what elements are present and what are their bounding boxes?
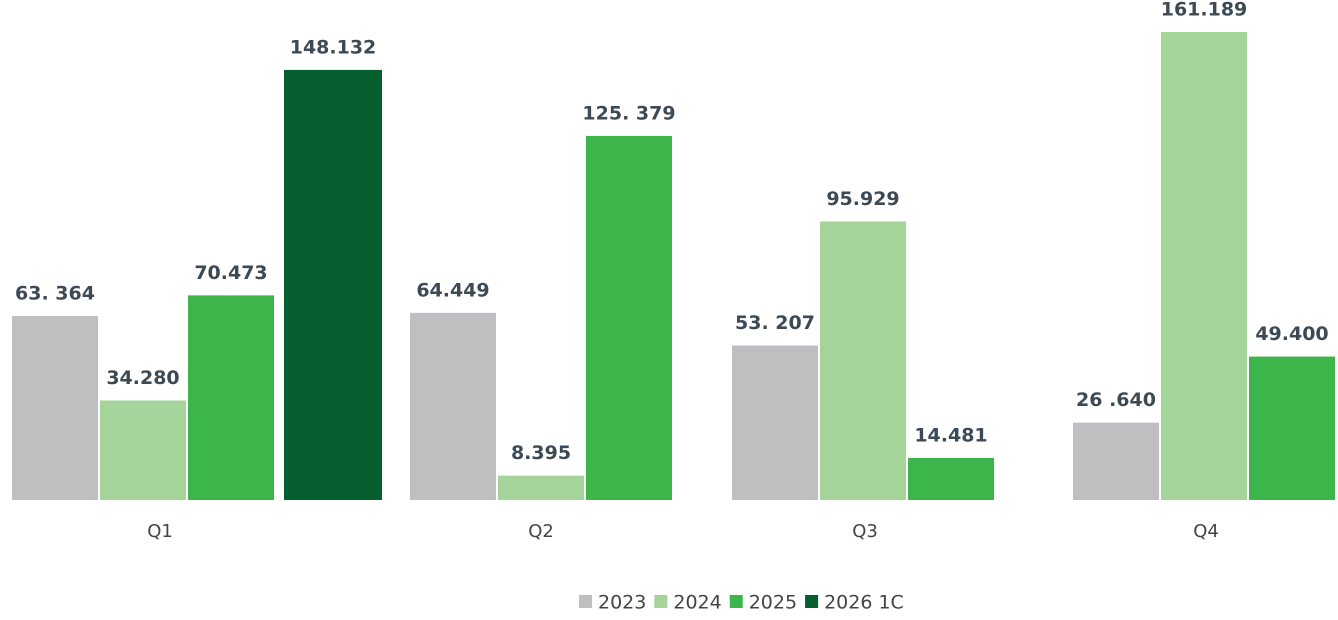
bar [284,69,382,500]
bar [12,316,98,500]
bar [820,221,906,500]
bar [1161,32,1247,500]
bar [586,135,672,500]
legend-label: 2025 [749,592,797,614]
value-label: 14.481 [914,424,987,446]
value-label: 70.473 [194,262,267,284]
legend-swatch [579,595,592,608]
legend-label: 2026 1C [824,592,904,614]
bar [908,457,994,500]
bar [410,312,496,500]
bar [1073,422,1159,500]
value-label: 53. 207 [735,312,815,334]
legend-label: 2024 [673,592,721,614]
bar [188,295,274,500]
value-label: 95.929 [826,188,899,210]
value-label: 26 .640 [1076,389,1156,411]
value-label: 161.189 [1161,0,1248,21]
value-label: 63. 364 [15,283,95,305]
legend-swatch [654,595,668,608]
legend-swatch [729,595,743,608]
bar [498,475,584,500]
legend-label: 2023 [598,592,646,614]
category-label: Q2 [528,521,554,542]
value-label: 64.449 [416,279,489,301]
value-label: 148.132 [290,36,377,58]
category-label: Q4 [1193,521,1219,542]
legend-swatch [805,595,819,608]
category-label: Q1 [147,521,173,542]
bar [1249,356,1335,500]
bar [732,345,818,500]
value-label: 49.400 [1255,323,1328,345]
category-label: Q3 [852,521,878,542]
value-label: 125. 379 [582,102,675,124]
value-label: 8.395 [511,442,571,464]
value-label: 34.280 [106,367,179,389]
bar [100,400,186,500]
